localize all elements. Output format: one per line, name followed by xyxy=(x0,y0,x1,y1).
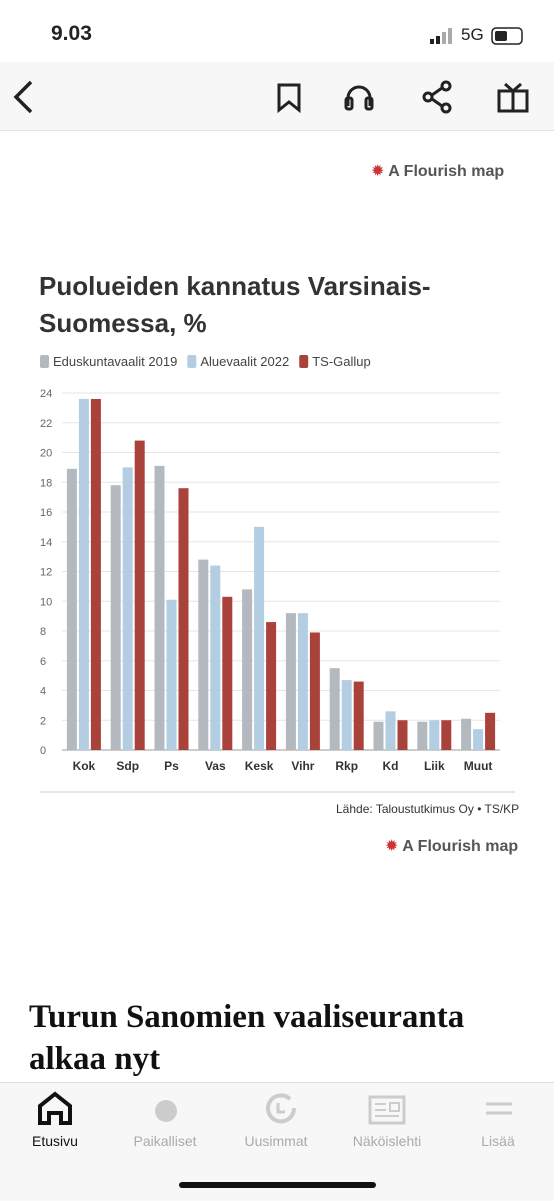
y-tick-label: 18 xyxy=(40,477,52,489)
y-tick-label: 6 xyxy=(40,656,46,668)
audio-button[interactable] xyxy=(344,85,374,111)
legend-swatch xyxy=(299,355,309,368)
bar xyxy=(66,468,77,750)
y-tick-label: 24 xyxy=(40,388,52,400)
bar xyxy=(461,718,472,750)
bar xyxy=(341,680,352,750)
legend-label: Eduskuntavaalit 2019 xyxy=(53,354,177,369)
x-tick-label: Liik xyxy=(424,759,445,773)
status-network: 5G xyxy=(461,25,484,44)
bar xyxy=(473,729,484,750)
bar xyxy=(242,589,253,750)
bar xyxy=(198,559,209,750)
chart-title: Puolueiden kannatus Varsinais-Suomessa, … xyxy=(39,271,431,338)
bar xyxy=(297,613,308,750)
gift-button[interactable] xyxy=(497,82,529,113)
x-tick-label: Muut xyxy=(464,759,493,773)
x-tick-label: Kesk xyxy=(245,759,274,773)
tab-bar: Etusivu Paikalliset Uusimmat Näköislehti… xyxy=(0,1082,554,1201)
article-headline[interactable]: Turun Sanomien vaaliseuranta alkaa nyt xyxy=(29,999,465,1077)
y-tick-label: 0 xyxy=(40,745,46,757)
tab-icons xyxy=(38,1091,512,1125)
bar xyxy=(166,599,177,750)
bar xyxy=(210,565,221,750)
back-button[interactable] xyxy=(13,80,33,114)
y-tick-label: 4 xyxy=(40,686,46,698)
tab[interactable]: Etusivu xyxy=(32,1133,78,1149)
bar xyxy=(353,681,364,750)
y-tick-label: 14 xyxy=(40,537,52,549)
x-tick-label: Kd xyxy=(383,759,399,773)
bar xyxy=(385,711,396,750)
tab[interactable]: Uusimmat xyxy=(244,1133,308,1149)
flourish-credit[interactable]: ✹ A Flourish map xyxy=(385,838,519,855)
bar xyxy=(429,720,440,750)
legend-label: Aluevaalit 2022 xyxy=(200,354,289,369)
bar xyxy=(329,668,340,750)
y-tick-label: 10 xyxy=(40,596,52,608)
flourish-credit[interactable]: ✹ A Flourish map xyxy=(371,163,505,180)
bar xyxy=(441,720,452,750)
bar xyxy=(78,398,89,750)
status-time: 9.03 xyxy=(51,22,92,45)
y-tick-label: 12 xyxy=(40,567,52,579)
bookmark-button[interactable] xyxy=(277,83,301,114)
tab[interactable]: Näköislehti xyxy=(352,1133,422,1149)
legend-swatch xyxy=(187,355,197,368)
chart: Eduskuntavaalit 2019 Aluevaalit 2022 TS-Ga… xyxy=(40,354,515,793)
x-tick-label: Kok xyxy=(73,759,96,773)
bar xyxy=(397,720,408,750)
bar xyxy=(178,488,189,750)
y-tick-label: 16 xyxy=(40,507,52,519)
share-button[interactable] xyxy=(422,80,452,114)
y-tick-label: 8 xyxy=(40,626,46,638)
flourish-credit-text: A Flourish map xyxy=(388,163,505,180)
x-tick-label: Ps xyxy=(164,759,179,773)
bar xyxy=(154,465,165,750)
x-tick-label: Sdp xyxy=(116,759,139,773)
toolbar xyxy=(0,62,554,131)
tab[interactable]: Lisää xyxy=(481,1133,515,1149)
bar xyxy=(309,632,320,750)
y-tick-label: 2 xyxy=(40,715,46,727)
tab[interactable]: Paikalliset xyxy=(133,1133,197,1149)
chart-source: Lähde: Taloustutkimus Oy • TS/KP xyxy=(336,802,520,816)
toolbar-icons xyxy=(13,80,529,114)
status-icons xyxy=(430,27,523,45)
bar xyxy=(485,712,496,750)
bar xyxy=(122,467,133,750)
bar xyxy=(373,721,384,750)
x-tick-label: Rkp xyxy=(335,759,358,773)
bar xyxy=(285,613,296,750)
bar xyxy=(90,398,101,750)
x-tick-label: Vihr xyxy=(291,759,314,773)
legend-swatch xyxy=(40,355,49,368)
flourish-credit-text: A Flourish map xyxy=(402,838,519,855)
x-tick-label: Vas xyxy=(205,759,226,773)
bar xyxy=(222,596,233,750)
legend-label: TS-Gallup xyxy=(312,354,371,369)
bar xyxy=(134,440,145,750)
bar xyxy=(417,721,428,750)
bar xyxy=(254,526,265,750)
bar xyxy=(266,622,277,750)
bar xyxy=(110,485,121,750)
y-tick-label: 20 xyxy=(40,448,52,460)
y-tick-label: 22 xyxy=(40,418,52,430)
home-indicator xyxy=(179,1182,376,1188)
